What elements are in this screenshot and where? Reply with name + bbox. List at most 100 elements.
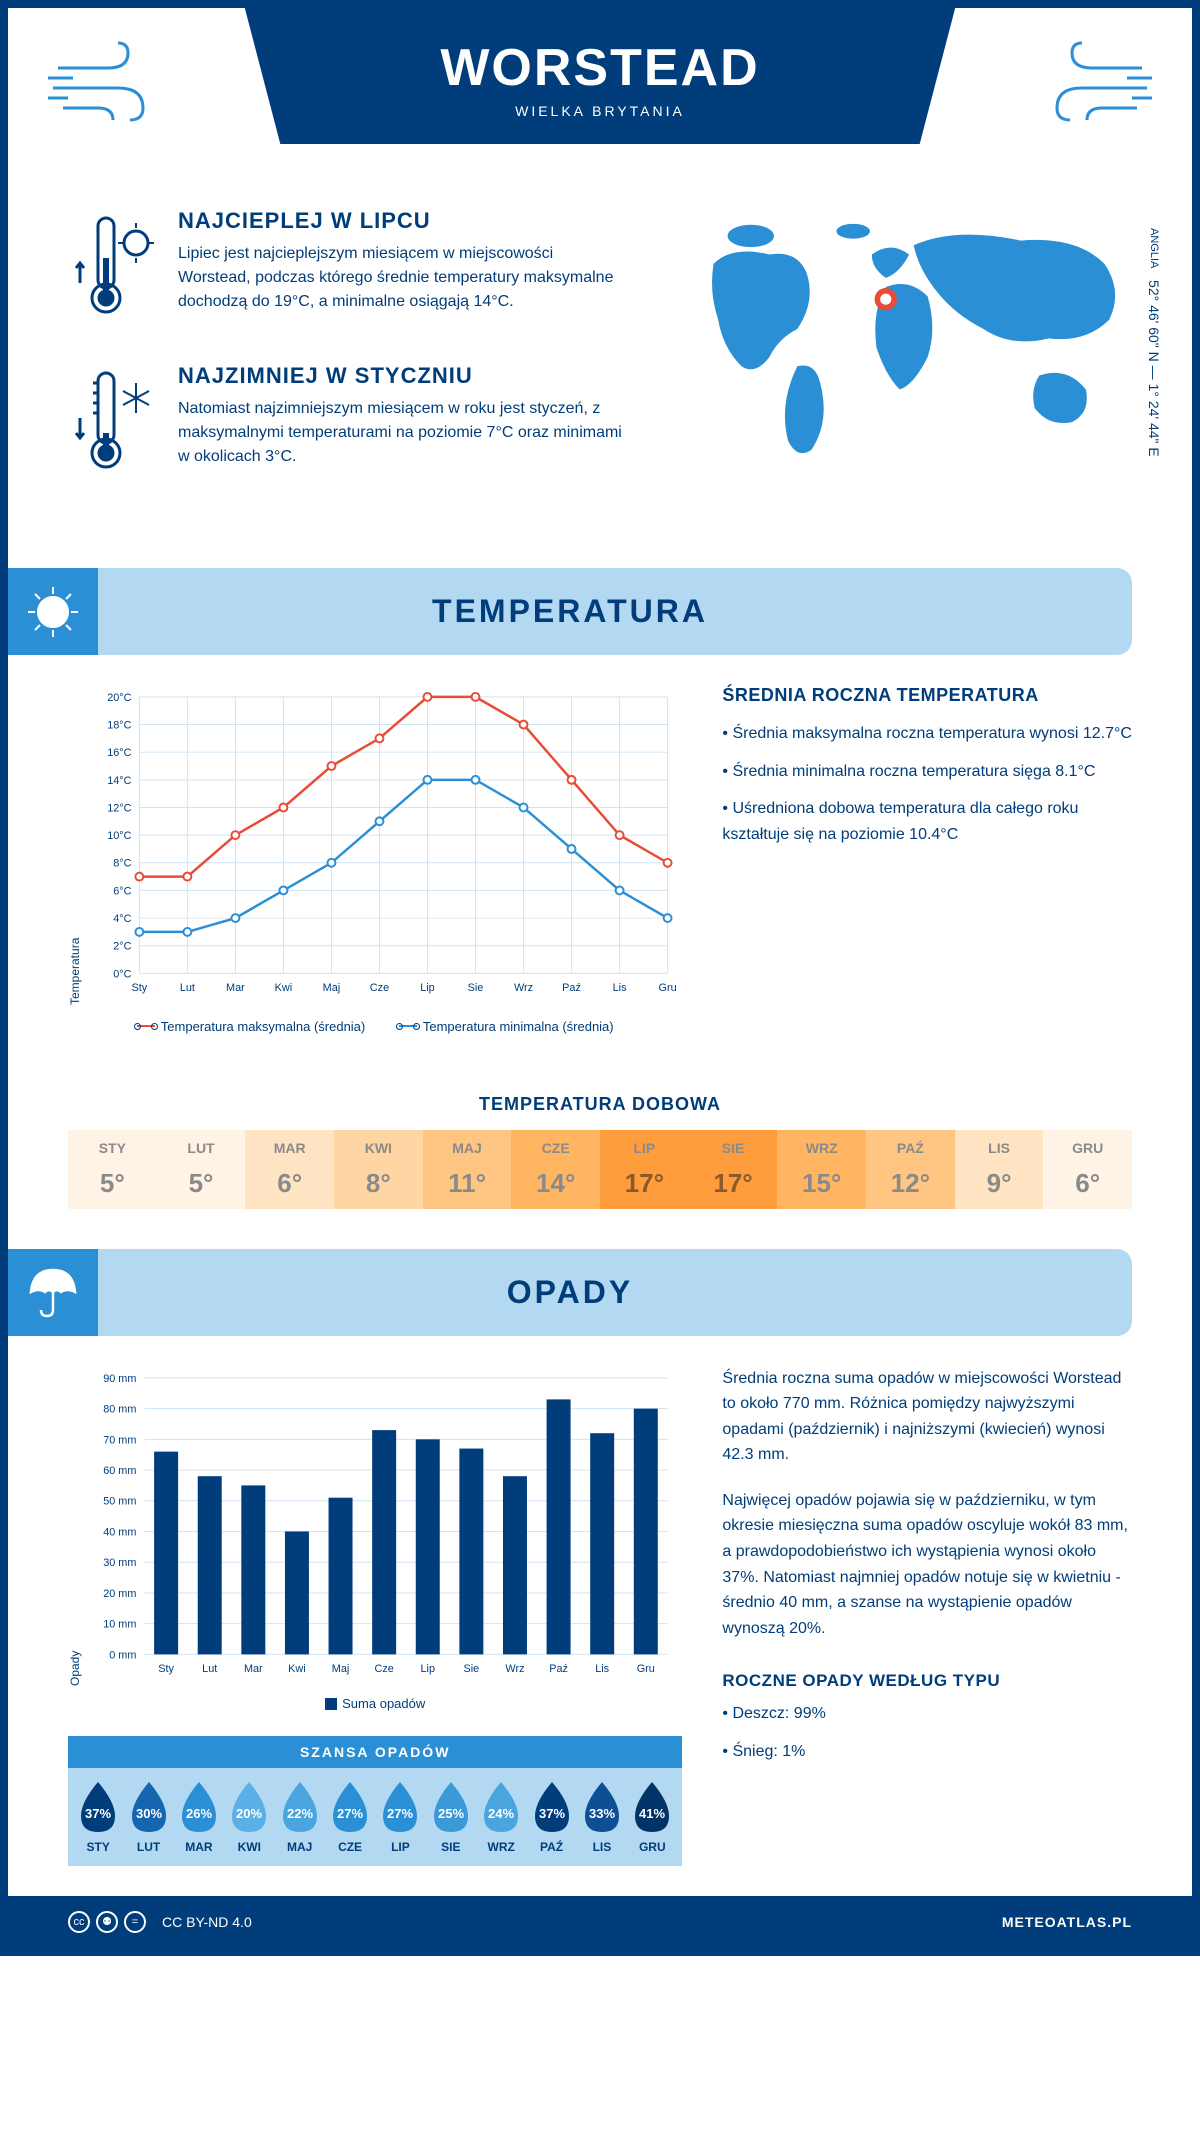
daily-cell: SIE17°: [689, 1130, 778, 1209]
daily-title: TEMPERATURA DOBOWA: [8, 1094, 1192, 1115]
svg-text:Lis: Lis: [613, 982, 627, 994]
opady-text: Średnia roczna suma opadów w miejscowośc…: [722, 1366, 1132, 1866]
svg-text:70 mm: 70 mm: [103, 1434, 136, 1446]
title-banner: WORSTEAD WIELKA BRYTANIA: [245, 8, 955, 144]
svg-text:26%: 26%: [186, 1806, 212, 1821]
szansa-cell: 26%MAR: [174, 1780, 224, 1854]
svg-text:Paź: Paź: [562, 982, 581, 994]
svg-text:50 mm: 50 mm: [103, 1495, 136, 1507]
intro-section: NAJCIEPLEJ W LIPCU Lipiec jest najcieple…: [8, 188, 1192, 548]
svg-text:0 mm: 0 mm: [109, 1649, 136, 1661]
svg-text:25%: 25%: [438, 1806, 464, 1821]
svg-text:20°C: 20°C: [107, 692, 131, 704]
svg-text:40 mm: 40 mm: [103, 1526, 136, 1538]
szansa-cell: 25%SIE: [426, 1780, 476, 1854]
daily-cell: LIP17°: [600, 1130, 689, 1209]
header: WORSTEAD WIELKA BRYTANIA: [8, 8, 1192, 188]
szansa-box: SZANSA OPADÓW 37%STY30%LUT26%MAR20%KWI22…: [68, 1736, 682, 1866]
szansa-cell: 30%LUT: [123, 1780, 173, 1854]
precipitation-bar-chart: 0 mm10 mm20 mm30 mm40 mm50 mm60 mm70 mm8…: [90, 1366, 682, 1686]
svg-text:Cze: Cze: [374, 1663, 393, 1675]
svg-text:Lut: Lut: [202, 1663, 217, 1675]
svg-text:20%: 20%: [236, 1806, 262, 1821]
svg-text:Wrz: Wrz: [514, 982, 533, 994]
temp-body: Temperatura 0°C2°C4°C6°C8°C10°C12°C14°C1…: [8, 685, 1192, 1064]
szansa-cell: 33%LIS: [577, 1780, 627, 1854]
world-map-icon: [667, 208, 1132, 469]
svg-text:2°C: 2°C: [113, 941, 131, 953]
coldest-text: Natomiast najzimniejszym miesiącem w rok…: [178, 397, 627, 469]
svg-text:16°C: 16°C: [107, 747, 131, 759]
svg-text:Mar: Mar: [226, 982, 245, 994]
svg-text:27%: 27%: [337, 1806, 363, 1821]
svg-text:37%: 37%: [85, 1806, 111, 1821]
nd-icon: =: [124, 1911, 146, 1933]
hottest-block: NAJCIEPLEJ W LIPCU Lipiec jest najcieple…: [68, 208, 627, 333]
hottest-text: Lipiec jest najcieplejszym miesiącem w m…: [178, 242, 627, 314]
svg-text:0°C: 0°C: [113, 968, 131, 980]
page: WORSTEAD WIELKA BRYTANIA: [0, 0, 1200, 1956]
hottest-title: NAJCIEPLEJ W LIPCU: [178, 208, 627, 234]
daily-cell: LUT5°: [157, 1130, 246, 1209]
daily-cell: KWI8°: [334, 1130, 423, 1209]
svg-text:Sie: Sie: [468, 982, 484, 994]
page-subtitle: WIELKA BRYTANIA: [245, 103, 955, 119]
cc-icon: cc: [68, 1911, 90, 1933]
svg-text:60 mm: 60 mm: [103, 1464, 136, 1476]
typ-line: • Deszcz: 99%: [722, 1701, 1132, 1727]
temp-ylabel: Temperatura: [68, 685, 82, 1005]
svg-text:6°C: 6°C: [113, 885, 131, 897]
svg-text:Lis: Lis: [595, 1663, 609, 1675]
svg-text:Lip: Lip: [421, 1663, 436, 1675]
daily-cell: CZE14°: [511, 1130, 600, 1209]
svg-text:24%: 24%: [488, 1806, 514, 1821]
svg-text:33%: 33%: [589, 1806, 615, 1821]
svg-text:22%: 22%: [287, 1806, 313, 1821]
svg-text:Paź: Paź: [549, 1663, 568, 1675]
daily-cell: PAŹ12°: [866, 1130, 955, 1209]
svg-text:27%: 27%: [387, 1806, 413, 1821]
daily-cell: LIS9°: [955, 1130, 1044, 1209]
szansa-cell: 27%CZE: [325, 1780, 375, 1854]
svg-text:80 mm: 80 mm: [103, 1403, 136, 1415]
svg-text:10°C: 10°C: [107, 830, 131, 842]
daily-cell: WRZ15°: [777, 1130, 866, 1209]
daily-temp-row: STY5°LUT5°MAR6°KWI8°MAJ11°CZE14°LIP17°SI…: [68, 1130, 1132, 1209]
daily-cell: STY5°: [68, 1130, 157, 1209]
szansa-cell: 37%STY: [73, 1780, 123, 1854]
section-header-opady: OPADY: [8, 1249, 1132, 1336]
svg-text:30%: 30%: [136, 1806, 162, 1821]
svg-text:Wrz: Wrz: [505, 1663, 524, 1675]
szansa-cell: 41%GRU: [627, 1780, 677, 1854]
svg-text:Sty: Sty: [132, 982, 148, 994]
svg-text:41%: 41%: [639, 1806, 665, 1821]
svg-text:8°C: 8°C: [113, 858, 131, 870]
svg-text:37%: 37%: [539, 1806, 565, 1821]
svg-text:Gru: Gru: [637, 1663, 655, 1675]
thermometer-hot-icon: [68, 208, 158, 333]
coldest-title: NAJZIMNIEJ W STYCZNIU: [178, 363, 627, 389]
svg-text:Kwi: Kwi: [288, 1663, 306, 1675]
avg-temp-line: • Uśredniona dobowa temperatura dla całe…: [722, 796, 1132, 847]
intro-text-col: NAJCIEPLEJ W LIPCU Lipiec jest najcieple…: [68, 208, 627, 518]
wind-icon-right: [1032, 38, 1152, 133]
opady-legend: Suma opadów: [68, 1696, 682, 1711]
map-col: ANGLIA 52° 46' 60" N — 1° 24' 44" E: [667, 208, 1132, 518]
coldest-block: NAJZIMNIEJ W STYCZNIU Natomiast najzimni…: [68, 363, 627, 488]
daily-cell: MAR6°: [245, 1130, 334, 1209]
opady-body: Opady 0 mm10 mm20 mm30 mm40 mm50 mm60 mm…: [8, 1366, 1192, 1896]
svg-text:14°C: 14°C: [107, 775, 131, 787]
svg-text:4°C: 4°C: [113, 913, 131, 925]
svg-text:Mar: Mar: [244, 1663, 263, 1675]
svg-text:90 mm: 90 mm: [103, 1372, 136, 1384]
wind-icon-left: [48, 38, 168, 133]
site-name: METEOATLAS.PL: [1002, 1914, 1132, 1930]
szansa-cell: 37%PAŹ: [526, 1780, 576, 1854]
svg-text:Cze: Cze: [370, 982, 389, 994]
szansa-cell: 22%MAJ: [275, 1780, 325, 1854]
svg-text:Sie: Sie: [464, 1663, 480, 1675]
svg-text:18°C: 18°C: [107, 719, 131, 731]
svg-text:Maj: Maj: [332, 1663, 350, 1675]
svg-text:Maj: Maj: [323, 982, 341, 994]
svg-text:20 mm: 20 mm: [103, 1587, 136, 1599]
